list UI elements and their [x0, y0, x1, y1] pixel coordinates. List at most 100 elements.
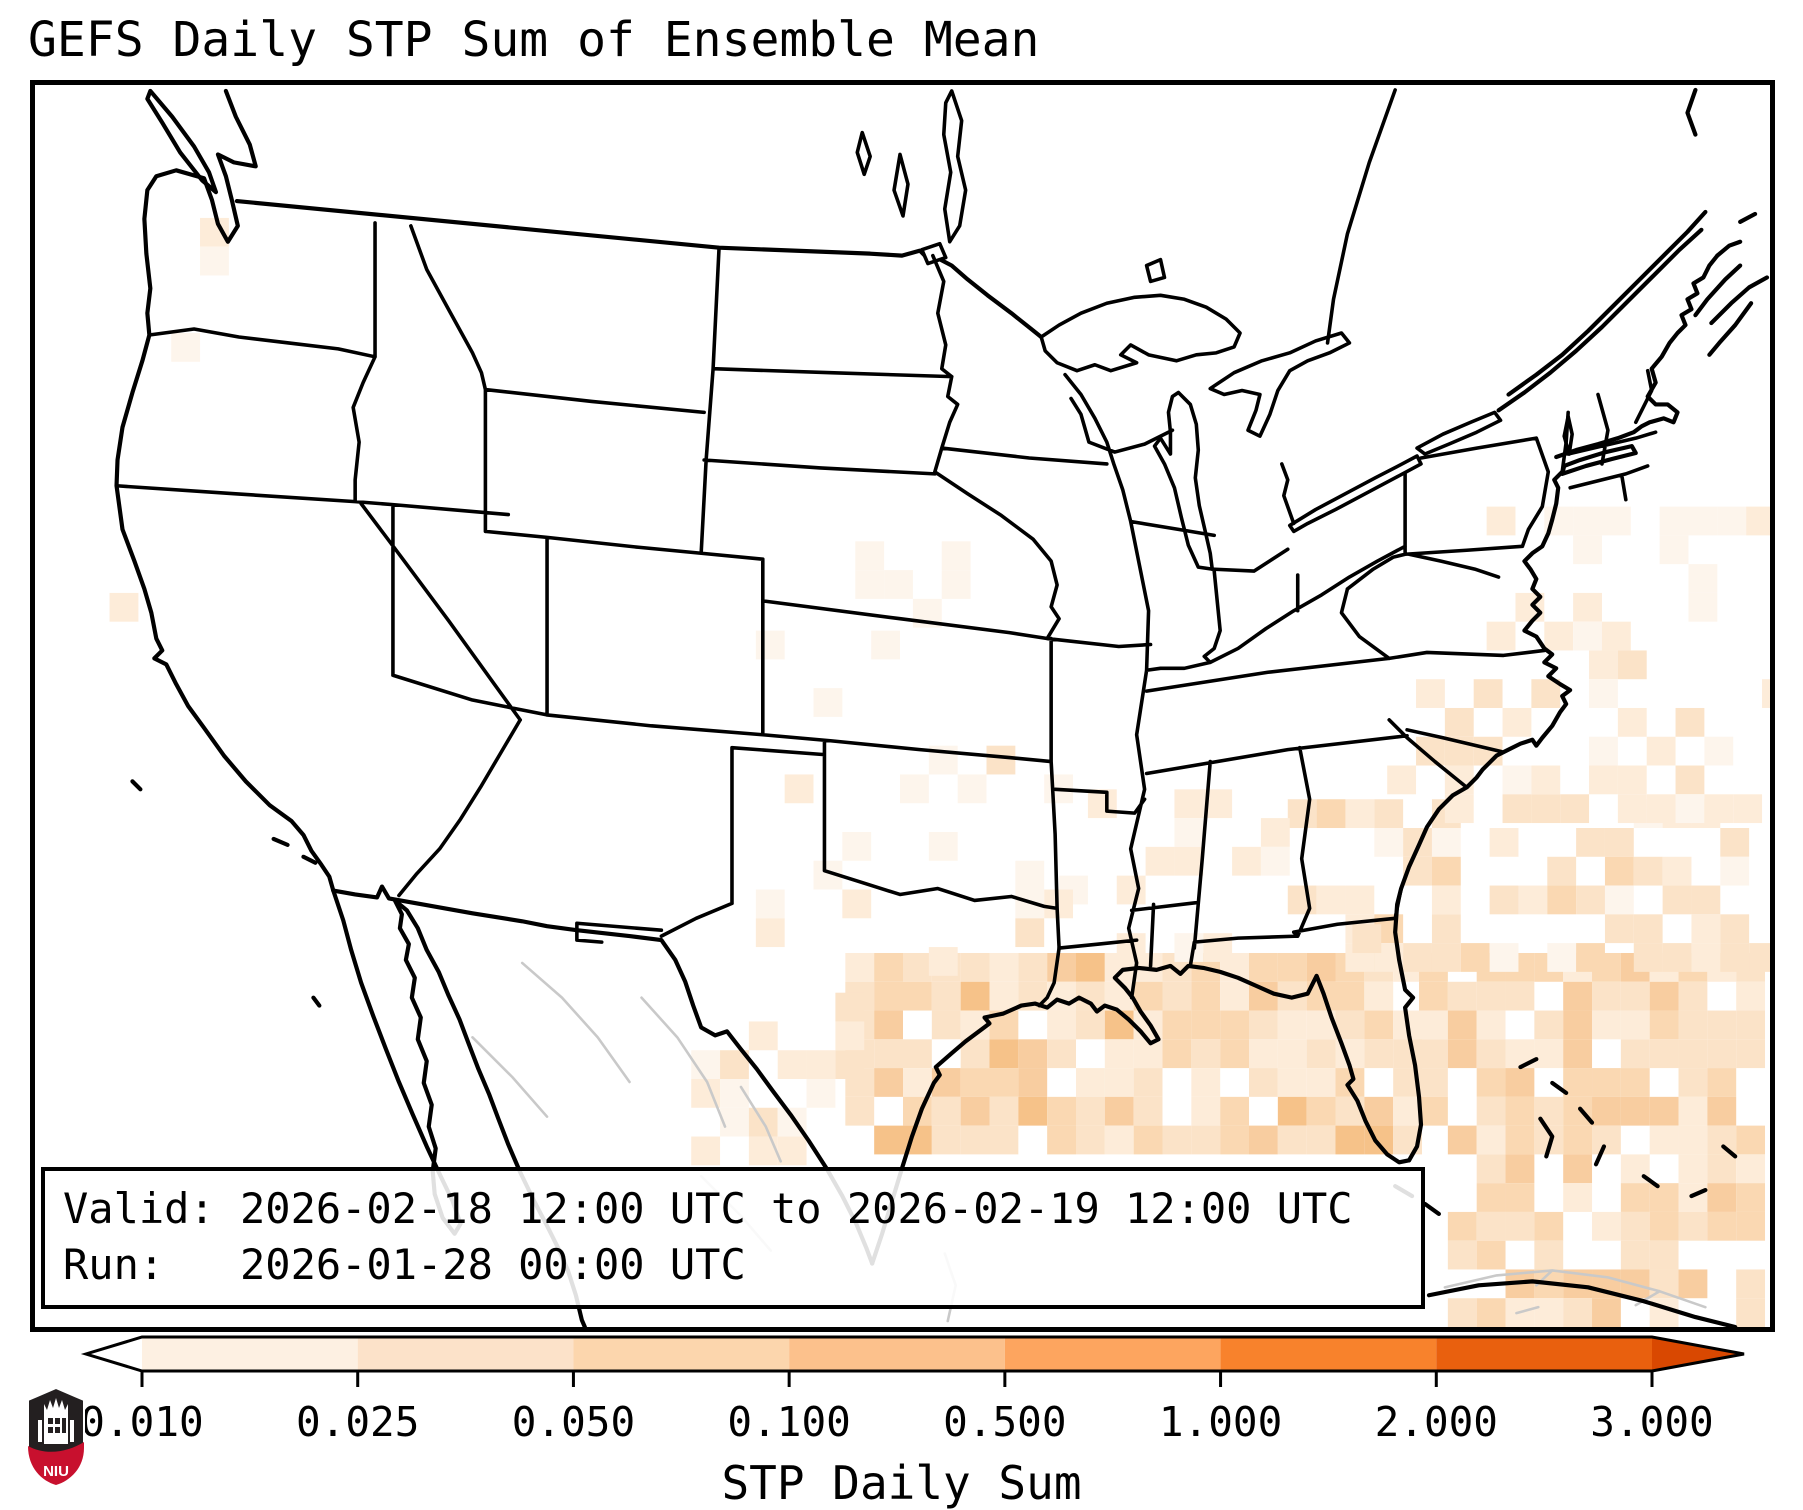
stp-cell — [941, 541, 971, 571]
stp-cell — [1444, 707, 1474, 737]
stp-cell — [1191, 1010, 1221, 1040]
stp-cell — [1531, 794, 1561, 824]
stp-cell — [1563, 1096, 1593, 1126]
stp-cell — [1015, 918, 1045, 948]
stp-cell — [200, 246, 229, 276]
forecast-info-box: Valid: 2026-02-18 12:00 UTC to 2026-02-1… — [41, 1167, 1425, 1309]
stp-cell — [1707, 1125, 1737, 1155]
stp-cell — [1662, 943, 1692, 972]
stp-cell — [1018, 1068, 1048, 1097]
stp-cell — [989, 1096, 1019, 1126]
stp-cell — [1076, 1096, 1105, 1126]
stp-cell — [1502, 794, 1532, 824]
stp-cell — [1447, 1010, 1477, 1040]
stp-cell — [1534, 1010, 1564, 1040]
stp-cell — [1563, 1010, 1593, 1040]
stp-cell — [1015, 860, 1045, 890]
stp-cell — [1604, 914, 1634, 944]
stp-cell — [1476, 1010, 1506, 1040]
stp-cell — [1678, 1154, 1708, 1184]
stp-cell — [1720, 943, 1750, 972]
stp-cell — [1646, 736, 1676, 766]
stp-cell — [1720, 828, 1750, 857]
stp-cell — [1486, 621, 1516, 651]
stp-cell — [902, 981, 932, 1011]
stp-cell — [1659, 506, 1689, 536]
stp-cell — [1717, 506, 1747, 536]
stp-cell — [835, 992, 865, 1022]
stp-cell — [1736, 1211, 1766, 1241]
stp-cell — [1476, 1211, 1506, 1241]
stp-cell — [1220, 1010, 1250, 1040]
stp-cell — [1162, 1010, 1192, 1040]
stp-cell — [1364, 1096, 1394, 1126]
stp-cell — [1592, 1125, 1621, 1155]
stp-cell — [1592, 1010, 1621, 1040]
stp-cell — [1249, 1068, 1278, 1097]
stp-cell — [835, 1021, 865, 1051]
stp-cell — [941, 570, 971, 599]
stp-cell — [1604, 885, 1634, 915]
stp-cell — [845, 1096, 875, 1126]
stp-cell — [842, 889, 872, 919]
stp-cell — [1018, 1096, 1048, 1126]
stp-cell — [1601, 506, 1631, 536]
stp-cell — [1720, 914, 1750, 944]
stp-cell — [1678, 1211, 1708, 1241]
stp-cell — [902, 953, 932, 982]
stp-cell — [931, 981, 961, 1011]
stp-cell — [1534, 1096, 1564, 1126]
stp-cell — [1191, 981, 1221, 1011]
stp-cell — [1502, 765, 1532, 795]
stp-cell — [1476, 1240, 1506, 1270]
stp-cell — [1403, 943, 1432, 972]
stp-cell — [1733, 794, 1763, 824]
stp-cell — [1364, 981, 1394, 1011]
stp-cell — [1419, 1068, 1448, 1097]
colorbar — [0, 1330, 1803, 1400]
stp-cell — [813, 688, 843, 717]
stp-cell — [1707, 1211, 1737, 1241]
stp-cell — [748, 1021, 778, 1051]
colorbar-tick-labels: 0.010 0.025 0.050 0.100 0.500 1.000 2.000 3.000 — [0, 1398, 1803, 1450]
stp-cell — [1133, 1039, 1163, 1069]
stp-cell — [1447, 1039, 1477, 1069]
stp-cell — [1633, 914, 1663, 944]
stp-cell — [874, 1010, 903, 1040]
stp-cell — [1547, 856, 1577, 886]
stp-cell — [1563, 1039, 1593, 1069]
stp-cell — [1592, 1096, 1621, 1126]
stp-cell — [1604, 856, 1634, 886]
stp-cell — [1707, 1096, 1737, 1126]
stp-cell — [1489, 885, 1519, 915]
stp-cell — [1649, 1240, 1679, 1270]
stp-cell — [1617, 794, 1647, 824]
stp-cell — [1316, 799, 1346, 829]
stp-cell — [1393, 1039, 1423, 1069]
stp-cell — [1419, 1039, 1448, 1069]
stp-cell — [1649, 1039, 1679, 1069]
stp-cell — [1620, 1068, 1650, 1097]
stp-cell — [1633, 856, 1663, 886]
stp-cell — [1505, 1125, 1535, 1155]
stp-cell — [1544, 621, 1574, 651]
stp-cell — [960, 1125, 990, 1155]
stp-cell — [1162, 1125, 1192, 1155]
stp-cell — [1736, 1183, 1766, 1212]
stp-cell — [1345, 799, 1375, 829]
stp-cell — [1047, 1096, 1076, 1126]
stp-cell — [1688, 564, 1718, 593]
stp-cell — [1277, 1010, 1307, 1040]
stp-cell — [1277, 1125, 1307, 1155]
stp-cell — [1678, 1039, 1708, 1069]
map-frame: Valid: 2026-02-18 12:00 UTC to 2026-02-1… — [30, 80, 1775, 1332]
stp-cell — [748, 1136, 778, 1166]
stp-cell — [1162, 1039, 1192, 1069]
stp-cell — [1047, 1125, 1076, 1155]
stp-cell — [1704, 794, 1734, 824]
stp-shading-cells — [109, 217, 1770, 1327]
stp-cell — [1620, 1010, 1650, 1040]
stp-cell — [1720, 856, 1750, 886]
stp-cell — [1678, 1068, 1708, 1097]
stp-cell — [1174, 789, 1204, 819]
